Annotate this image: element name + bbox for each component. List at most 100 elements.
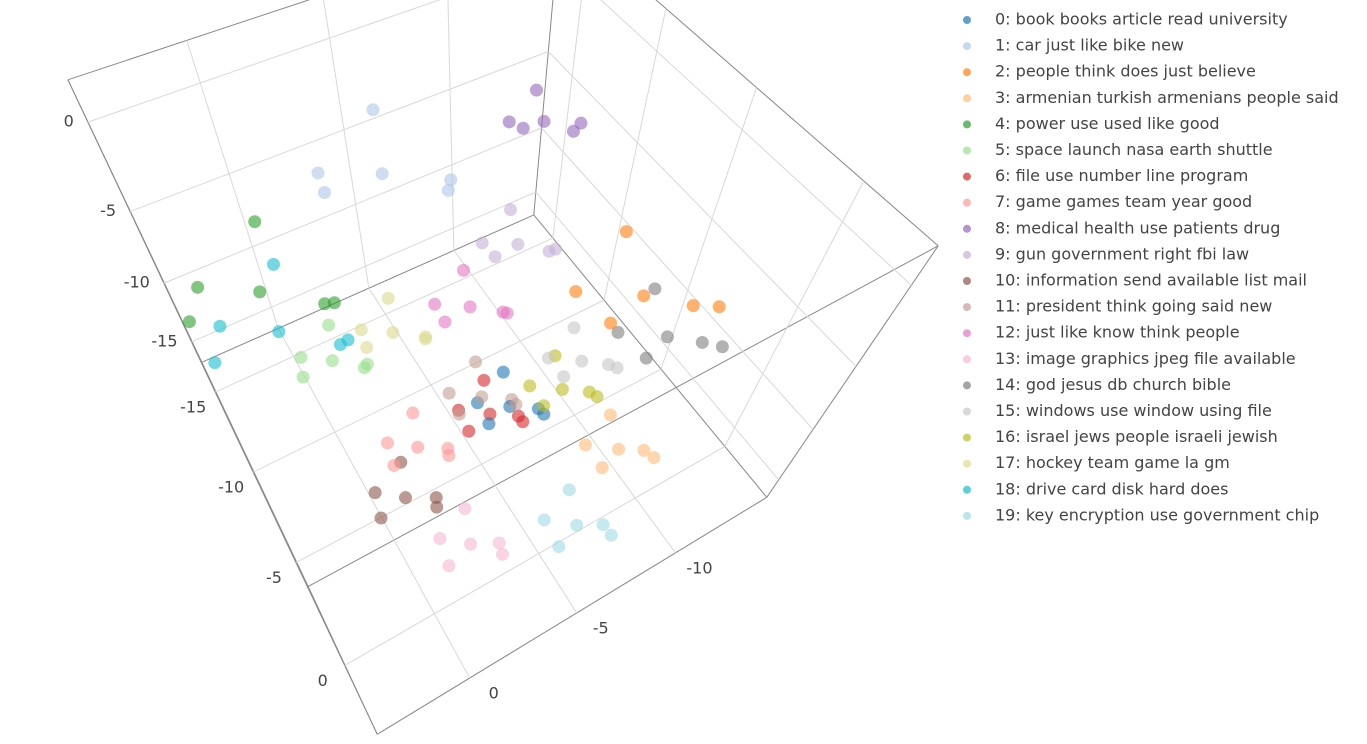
- point: [557, 370, 571, 384]
- point: [322, 318, 336, 332]
- point: [492, 536, 506, 550]
- point: [509, 398, 523, 412]
- legend-item[interactable]: 7: game games team year good: [963, 192, 1252, 211]
- point: [578, 438, 592, 452]
- point: [428, 297, 442, 311]
- point: [360, 341, 374, 355]
- legend-marker: [963, 120, 971, 129]
- legend-item[interactable]: 12: just like know think people: [963, 323, 1240, 342]
- point: [612, 442, 626, 456]
- legend-marker: [963, 250, 971, 259]
- point: [596, 518, 610, 532]
- point: [213, 319, 227, 333]
- point: [637, 289, 651, 303]
- legend-item[interactable]: 4: power use used like good: [963, 114, 1220, 133]
- x-tick-label: -15: [180, 398, 206, 417]
- legend-item[interactable]: 6: file use number line program: [963, 166, 1248, 185]
- legend-marker: [963, 198, 971, 207]
- point: [648, 282, 662, 296]
- point: [611, 325, 625, 339]
- grid-line: [600, 0, 912, 286]
- point: [660, 330, 674, 344]
- legend-label: 9: gun government right fbi law: [995, 244, 1249, 263]
- legend-marker: [963, 94, 971, 103]
- point: [637, 443, 651, 457]
- legend-item[interactable]: 13: image graphics jpeg file available: [963, 349, 1296, 368]
- point: [475, 236, 489, 250]
- legend-marker: [963, 407, 971, 416]
- box-edge: [307, 245, 939, 587]
- legend-item[interactable]: 1: car just like bike new: [963, 36, 1184, 55]
- legend-item[interactable]: 14: god jesus db church bible: [963, 375, 1231, 394]
- point: [610, 361, 624, 375]
- point: [333, 338, 347, 352]
- legend-item[interactable]: 0: book books article read university: [963, 10, 1288, 29]
- legend-label: 16: israel jews people israeli jewish: [995, 427, 1278, 446]
- legend-item[interactable]: 10: information send available list mail: [963, 271, 1307, 290]
- legend-marker: [963, 329, 971, 338]
- legend-item[interactable]: 18: drive card disk hard does: [963, 479, 1228, 498]
- grid-line: [368, 287, 578, 614]
- x-tick-label: -10: [218, 478, 244, 497]
- legend-marker: [963, 277, 971, 285]
- legend-item[interactable]: 9: gun government right fbi law: [963, 244, 1249, 263]
- legend-item[interactable]: 2: people think does just believe: [963, 62, 1256, 81]
- grid-line: [277, 328, 471, 679]
- legend-item[interactable]: 16: israel jews people israeli jewish: [963, 427, 1278, 446]
- legend-label: 14: god jesus db church bible: [995, 375, 1231, 394]
- legend-item[interactable]: 8: medical health use patients drug: [963, 218, 1280, 237]
- y-tick-label: 0: [489, 684, 499, 703]
- legend-item[interactable]: 3: armenian turkish armenians people sai…: [963, 88, 1339, 107]
- point: [458, 502, 472, 516]
- grid-line: [552, 0, 582, 239]
- point: [537, 114, 551, 128]
- point: [549, 242, 563, 256]
- point: [567, 321, 581, 335]
- legend-item[interactable]: 5: space launch nasa earth shuttle: [963, 140, 1273, 159]
- legend-item[interactable]: 17: hockey team game la gm: [963, 453, 1230, 472]
- grid-line: [186, 40, 279, 329]
- point: [411, 440, 425, 454]
- legend-item[interactable]: 11: president think going said new: [963, 297, 1272, 316]
- legend-label: 10: information send available list mail: [995, 271, 1307, 290]
- legend-item[interactable]: 15: windows use window using file: [963, 401, 1272, 420]
- point: [552, 540, 566, 554]
- grid-line: [453, 250, 676, 554]
- box-edge: [307, 586, 378, 735]
- legend-label: 0: book books article read university: [995, 10, 1288, 29]
- point: [368, 486, 382, 500]
- point: [686, 299, 700, 313]
- grid-line: [547, 51, 857, 367]
- legend-item[interactable]: 19: key encryption use government chip: [963, 505, 1319, 524]
- point: [318, 186, 332, 200]
- point: [374, 511, 388, 525]
- box-edge: [67, 79, 202, 363]
- point: [562, 483, 576, 497]
- x-tick-label: -5: [266, 568, 282, 587]
- legend-label: 15: windows use window using file: [995, 401, 1272, 420]
- point: [502, 115, 516, 129]
- point: [266, 257, 280, 271]
- point: [477, 373, 491, 387]
- point: [452, 407, 466, 421]
- point: [647, 451, 661, 465]
- point: [457, 263, 471, 277]
- grid-line: [541, 127, 814, 430]
- point: [441, 183, 455, 197]
- box-edge: [533, 0, 554, 215]
- point: [294, 350, 308, 364]
- point: [366, 103, 380, 117]
- point: [488, 250, 502, 264]
- point: [253, 285, 267, 299]
- point: [570, 518, 584, 532]
- point: [318, 297, 332, 311]
- point: [483, 407, 497, 421]
- point: [537, 513, 551, 527]
- point: [272, 325, 286, 339]
- legend-marker: [963, 16, 971, 24]
- scene-grid: -15 -10 -5 0 -10 -5 0 -15 -10 -5 0: [64, 0, 939, 735]
- legend-label: 7: game games team year good: [995, 192, 1252, 211]
- legend-label: 17: hockey team game la gm: [995, 453, 1230, 472]
- point: [419, 332, 433, 346]
- grid-line: [535, 191, 780, 481]
